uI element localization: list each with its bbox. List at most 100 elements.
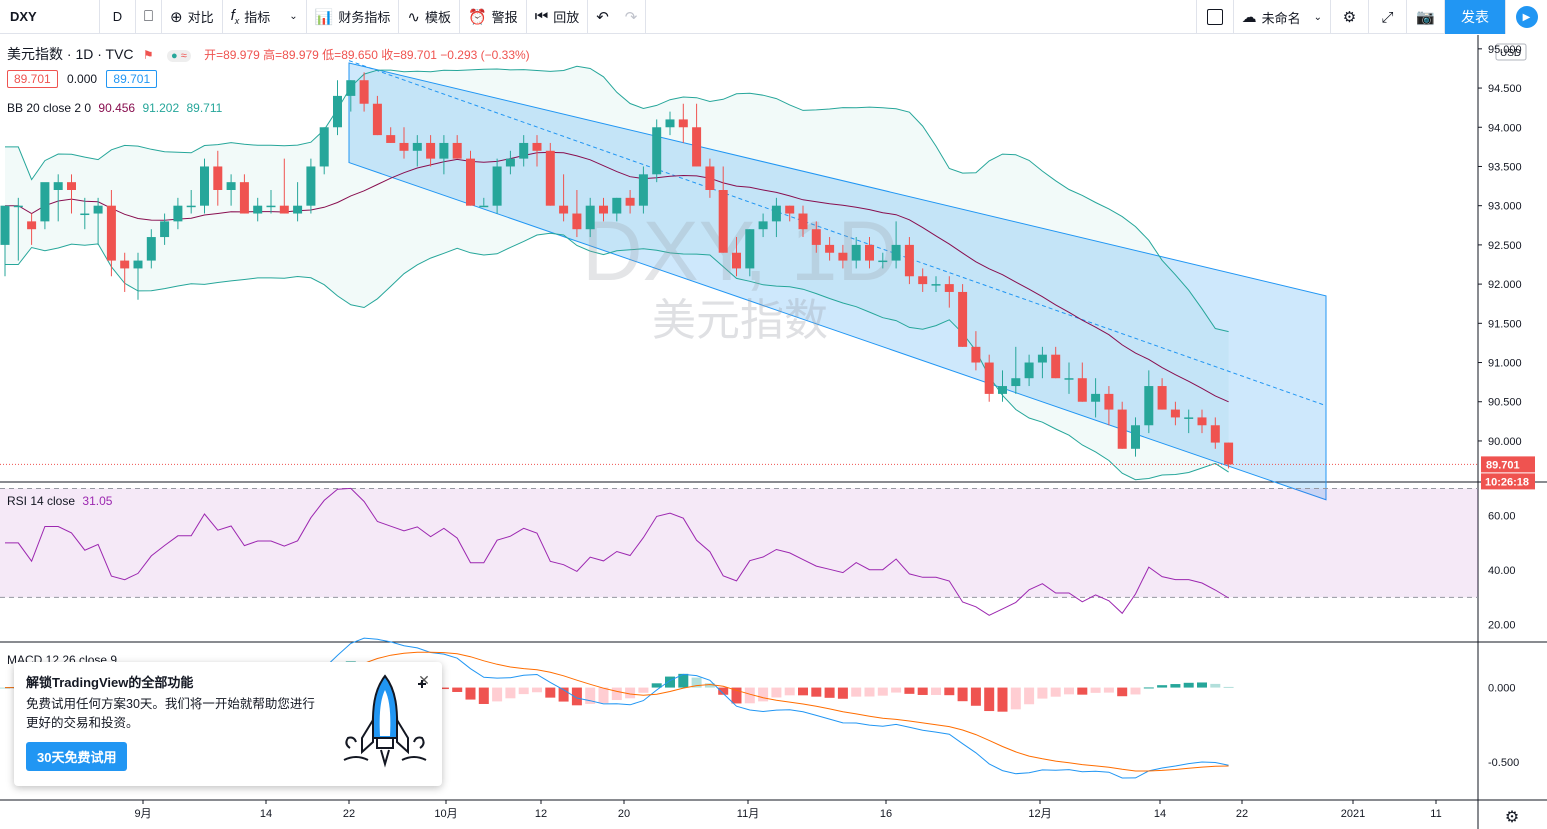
candle-body xyxy=(13,205,23,208)
price-tick-label: 91.000 xyxy=(1488,358,1522,370)
settings-button[interactable]: ⚙ xyxy=(1331,0,1369,34)
time-tick-label: 22 xyxy=(343,808,355,820)
candle-body xyxy=(585,205,595,230)
candle-body xyxy=(173,205,183,222)
candle-body xyxy=(838,252,848,261)
time-tick-label: 16 xyxy=(880,808,892,820)
series-title[interactable]: 美元指数 · 1D · TVC xyxy=(7,46,134,62)
macd-histogram-bar xyxy=(917,687,928,695)
time-tick-label: 11 xyxy=(1430,808,1441,820)
bb-label: BB 20 close 2 0 xyxy=(7,101,92,115)
financials-button[interactable]: 📊 财务指标 xyxy=(307,0,400,34)
candle-body xyxy=(266,205,276,208)
gear-icon[interactable]: ⚙ xyxy=(1505,809,1519,826)
macd-histogram-bar xyxy=(891,687,902,693)
candle-body xyxy=(665,119,675,128)
free-trial-button[interactable]: 30天免费试用 xyxy=(26,742,128,771)
plus-circle-icon: ⊕ xyxy=(170,8,183,26)
macd-histogram-bar xyxy=(478,687,489,704)
play-button[interactable]: ▶ xyxy=(1505,0,1547,34)
candle-body xyxy=(253,205,263,214)
rsi-legend[interactable]: RSI 14 close 31.05 xyxy=(7,494,112,508)
replay-label: 回放 xyxy=(553,10,580,25)
currency-box xyxy=(1495,43,1527,61)
candle-body xyxy=(904,244,914,277)
candle-body xyxy=(1210,425,1220,443)
macd-histogram-bar xyxy=(798,687,808,696)
macd-histogram-bar xyxy=(731,687,742,704)
replay-button[interactable]: ⏮ 回放 xyxy=(527,0,589,34)
candle-body xyxy=(718,190,728,253)
time-tick-label: 12月 xyxy=(1028,808,1051,820)
rsi-value: 31.05 xyxy=(82,494,113,508)
fullscreen-icon: ⤢ xyxy=(1381,8,1394,26)
rsi-tick-label: 60.00 xyxy=(1488,511,1516,523)
candle-body xyxy=(1051,354,1061,379)
macd-histogram-bar xyxy=(625,687,636,699)
candle-body xyxy=(27,221,37,230)
candle-body xyxy=(692,127,702,167)
candle-body xyxy=(678,119,688,128)
fullscreen-button[interactable]: ⤢ xyxy=(1369,0,1407,34)
fx-icon: fx xyxy=(230,7,240,26)
close-icon[interactable]: ✕ xyxy=(418,672,430,688)
gear-icon: ⚙ xyxy=(1342,9,1357,26)
redo-button[interactable]: ↷ xyxy=(617,0,647,34)
undo-button[interactable]: ↶ xyxy=(588,0,617,34)
ask-price: 89.701 xyxy=(106,70,158,88)
macd-histogram-bar xyxy=(864,687,875,697)
candle-body xyxy=(1131,425,1140,449)
candle-body xyxy=(878,260,888,263)
candle-body xyxy=(519,142,529,159)
bar-chart-icon: 📊 xyxy=(314,8,334,26)
macd-histogram-bar xyxy=(1183,682,1194,688)
eye-toggle[interactable]: ● ≈ xyxy=(166,50,191,62)
macd-histogram-bar xyxy=(970,687,981,706)
candle-body xyxy=(732,252,741,269)
candle-body xyxy=(226,182,236,190)
time-tick-label: 20 xyxy=(618,808,630,820)
macd-histogram-bar xyxy=(1210,683,1221,688)
candle-body xyxy=(1157,386,1167,410)
macd-histogram-bar xyxy=(877,687,888,696)
templates-label: 模板 xyxy=(424,10,451,25)
chevron-down-icon: ⌄ xyxy=(1313,11,1322,23)
candle-body xyxy=(918,276,928,285)
compare-button[interactable]: ⊕ 对比 xyxy=(162,0,223,34)
price-legend: 89.701 0.000 89.701 xyxy=(7,70,158,88)
macd-histogram-bar xyxy=(984,687,995,712)
candle-body xyxy=(865,244,874,261)
candle-body xyxy=(372,103,382,136)
snapshot-button[interactable]: 📷 xyxy=(1407,0,1445,34)
candle-body xyxy=(333,95,342,128)
candle-body xyxy=(399,142,409,151)
symbol-search-button[interactable]: DXY xyxy=(0,0,100,34)
macd-histogram-bar xyxy=(957,687,968,702)
last-price-label-bg xyxy=(1481,456,1535,473)
candle-body xyxy=(106,205,116,261)
templates-icon: ∿ xyxy=(407,8,420,26)
channel-midline xyxy=(348,60,1327,407)
bb-legend[interactable]: BB 20 close 2 0 90.456 91.202 89.711 xyxy=(7,101,222,115)
macd-tick-label: 0.000 xyxy=(1488,683,1516,695)
indicators-label: 指标 xyxy=(244,10,271,25)
candle-body xyxy=(1184,417,1194,419)
rsi-line xyxy=(5,487,1229,616)
resolution-button[interactable]: D xyxy=(100,0,136,34)
candle-body xyxy=(53,182,63,190)
chevron-down-icon[interactable]: ⌄ xyxy=(289,11,298,22)
indicators-button[interactable]: fx 指标 ⌄ xyxy=(223,0,307,34)
layout-button[interactable] xyxy=(1195,0,1234,34)
price-tick-label: 95.000 xyxy=(1488,44,1522,56)
publish-button[interactable]: 发表 xyxy=(1445,0,1505,34)
macd-histogram-bar xyxy=(704,683,715,688)
layout-name-button[interactable]: ☁ 未命名 ⌄ xyxy=(1234,0,1331,34)
price-tick-label: 91.500 xyxy=(1488,318,1522,330)
candle-body xyxy=(279,205,289,214)
templates-button[interactable]: ∿ 模板 xyxy=(399,0,460,34)
candle-body xyxy=(1064,378,1074,380)
chart-style-button[interactable]: ⎕ xyxy=(136,0,163,34)
rocket-icon xyxy=(343,674,427,768)
alert-button[interactable]: ⏰ 警报 xyxy=(460,0,527,34)
